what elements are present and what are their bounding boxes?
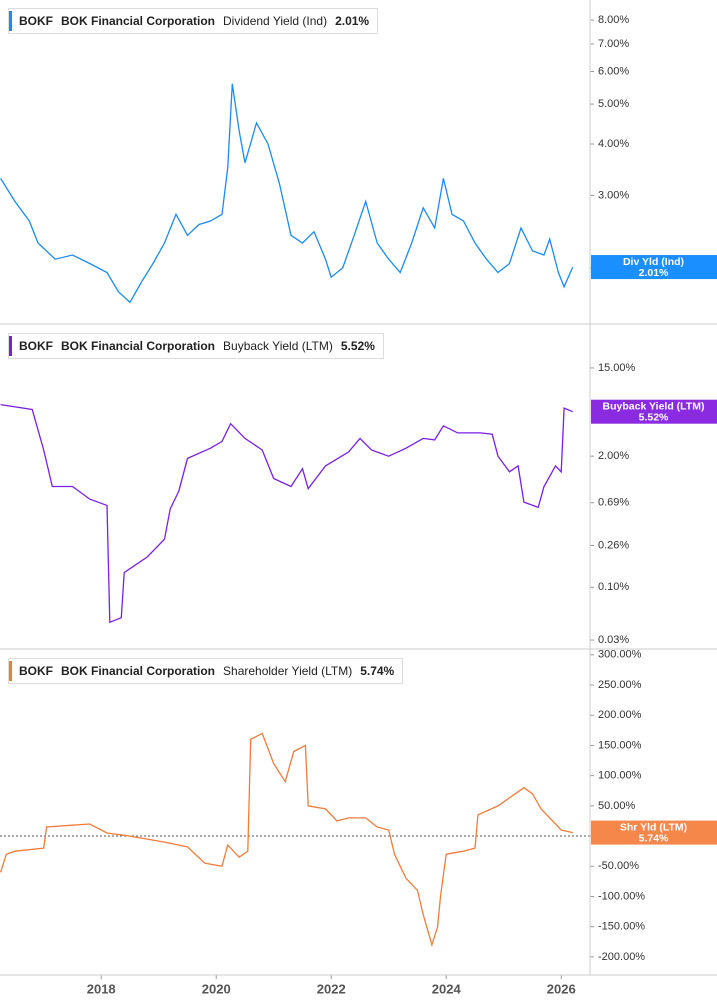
y-tick-label: 3.00% xyxy=(598,189,629,201)
legend: BOKF BOK Financial Corporation Dividend Yi… xyxy=(8,8,379,34)
legend-series: Shareholder Yield (LTM) xyxy=(223,664,353,678)
y-tick-label: 7.00% xyxy=(598,38,629,50)
tag-value: 5.74% xyxy=(639,832,669,844)
x-tick-label: 2026 xyxy=(547,981,576,996)
legend-ticker: BOKF xyxy=(19,664,53,678)
legend-company: BOK Financial Corporation xyxy=(61,664,216,678)
legend-value: 5.52% xyxy=(340,339,375,353)
y-tick-label: 0.69% xyxy=(598,497,629,509)
value-tag xyxy=(591,820,717,845)
y-tick-label: 0.03% xyxy=(598,634,629,646)
y-tick-label: -100.00% xyxy=(598,890,645,902)
y-tick-label: -50.00% xyxy=(598,860,639,872)
legend-company: BOK Financial Corporation xyxy=(61,14,216,28)
y-tick-label: 150.00% xyxy=(598,739,642,751)
y-tick-label: 0.26% xyxy=(598,539,629,551)
y-tick-label: 6.00% xyxy=(598,65,629,77)
tag-value: 2.01% xyxy=(639,267,669,279)
y-tick-label: 4.00% xyxy=(598,138,629,150)
y-tick-label: -200.00% xyxy=(598,951,645,963)
y-tick-label: -150.00% xyxy=(598,921,645,933)
y-tick-label: 5.00% xyxy=(598,98,629,110)
legend-ticker: BOKF xyxy=(19,14,53,28)
tag-value: 5.52% xyxy=(639,411,669,423)
legend-value: 2.01% xyxy=(335,14,370,28)
series-line xyxy=(0,83,574,304)
x-tick-label: 2022 xyxy=(317,981,346,996)
legend: BOKF BOK Financial Corporation Shareholder… xyxy=(8,658,404,684)
x-tick-label: 2018 xyxy=(87,981,116,996)
x-tick-label: 2024 xyxy=(432,981,462,996)
tag-name: Div Yld (Ind) xyxy=(623,256,684,268)
tag-name: Buyback Yield (LTM) xyxy=(603,400,705,412)
legend-series: Buyback Yield (LTM) xyxy=(223,339,333,353)
y-tick-label: 0.10% xyxy=(598,581,629,593)
y-tick-label: 15.00% xyxy=(598,362,636,374)
y-tick-label: 300.00% xyxy=(598,649,642,661)
legend-value: 5.74% xyxy=(360,664,395,678)
legend-ticker: BOKF xyxy=(19,339,53,353)
series-line xyxy=(0,403,573,624)
legend-series: Dividend Yield (Ind) xyxy=(223,14,328,28)
y-tick-label: 250.00% xyxy=(598,679,642,691)
x-tick-label: 2020 xyxy=(202,981,231,996)
legend-color xyxy=(9,11,12,31)
legend-color xyxy=(9,336,12,356)
value-tag xyxy=(591,399,717,424)
value-tag xyxy=(591,255,717,280)
legend-color xyxy=(9,661,12,681)
legend: BOKF BOK Financial Corporation Buyback Yie… xyxy=(8,333,384,359)
y-tick-label: 50.00% xyxy=(598,800,636,812)
legend-company: BOK Financial Corporation xyxy=(61,339,216,353)
y-tick-label: 100.00% xyxy=(598,770,642,782)
series-line xyxy=(0,732,573,948)
y-tick-label: 2.00% xyxy=(598,450,629,462)
y-tick-label: 8.00% xyxy=(598,14,629,26)
tag-name: Shr Yld (LTM) xyxy=(620,821,687,833)
y-tick-label: 200.00% xyxy=(598,709,642,721)
